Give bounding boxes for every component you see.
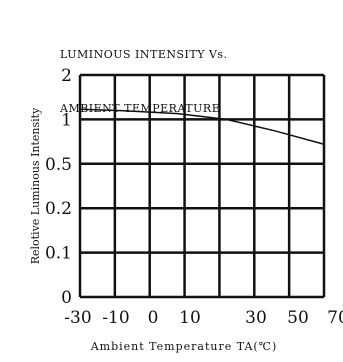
x-tick-label: 30 <box>245 308 267 328</box>
y-axis-label: Relotive Luminous Intensity <box>29 107 42 264</box>
y-tick-label: 0.2 <box>45 199 72 219</box>
x-tick-label: -10 <box>102 308 129 328</box>
y-tick-label: 0.5 <box>45 155 72 175</box>
x-tick-label: 10 <box>179 308 201 328</box>
x-tick-label: 70 <box>327 308 343 328</box>
chart-title: LUMINOUS INTENSITY Vs. AMBIENT TEMPERATU… <box>60 10 228 154</box>
x-tick-label: 50 <box>287 308 309 328</box>
x-tick-label: 0 <box>148 308 159 328</box>
chart-title-line-1: LUMINOUS INTENSITY Vs. <box>60 46 228 64</box>
x-axis-label: Ambient Temperature TA(℃) <box>90 340 278 353</box>
chart-title-line-2: AMBIENT TEMPERATURE <box>60 100 228 118</box>
y-tick-label: 0 <box>61 288 72 308</box>
y-tick-label: 0.1 <box>45 244 72 264</box>
x-tick-label: -30 <box>64 308 91 328</box>
